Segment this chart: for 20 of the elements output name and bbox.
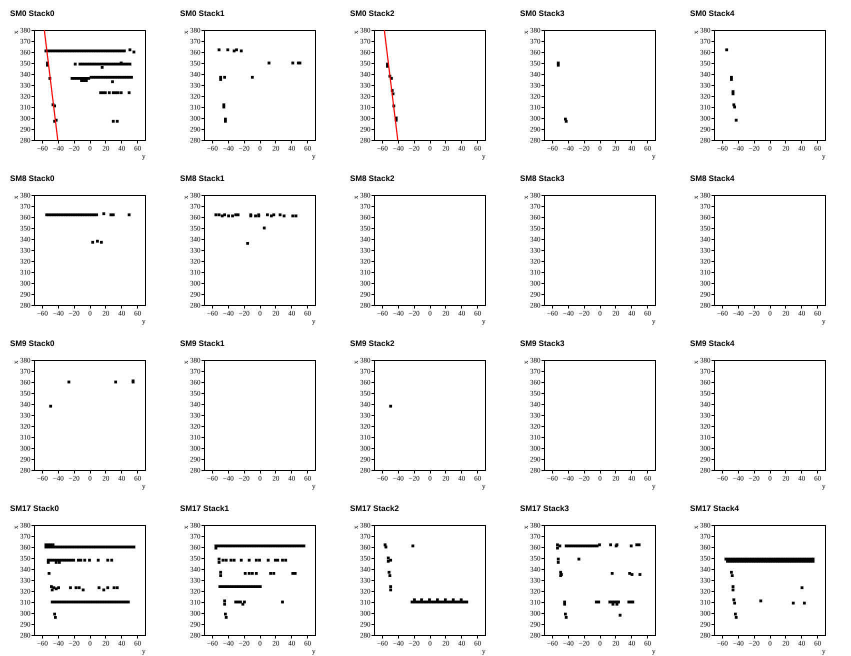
chart-title: SM0 Stack3 [520,9,566,18]
chart-title: SM17 Stack3 [520,504,570,513]
chart-title: SM17 Stack0 [10,504,60,513]
chart-title: SM8 Stack3 [520,174,566,183]
chart-title: SM0 Stack2 [350,9,396,18]
chart-title: SM17 Stack2 [350,504,400,513]
chart-title: SM9 Stack4 [690,339,736,348]
chart-title: SM0 Stack0 [10,9,56,18]
chart-title: SM0 Stack1 [180,9,226,18]
chart-title: SM9 Stack1 [180,339,226,348]
chart-title: SM0 Stack4 [690,9,736,18]
chart-title: SM17 Stack1 [180,504,230,513]
chart-title: SM8 Stack1 [180,174,226,183]
chart-title: SM8 Stack2 [350,174,396,183]
chart-title: SM17 Stack4 [690,504,740,513]
chart-title: SM8 Stack4 [690,174,736,183]
chart-title: SM9 Stack2 [350,339,396,348]
chart-title: SM9 Stack0 [10,339,56,348]
chart-title: SM8 Stack0 [10,174,56,183]
chart-title: SM9 Stack3 [520,339,566,348]
